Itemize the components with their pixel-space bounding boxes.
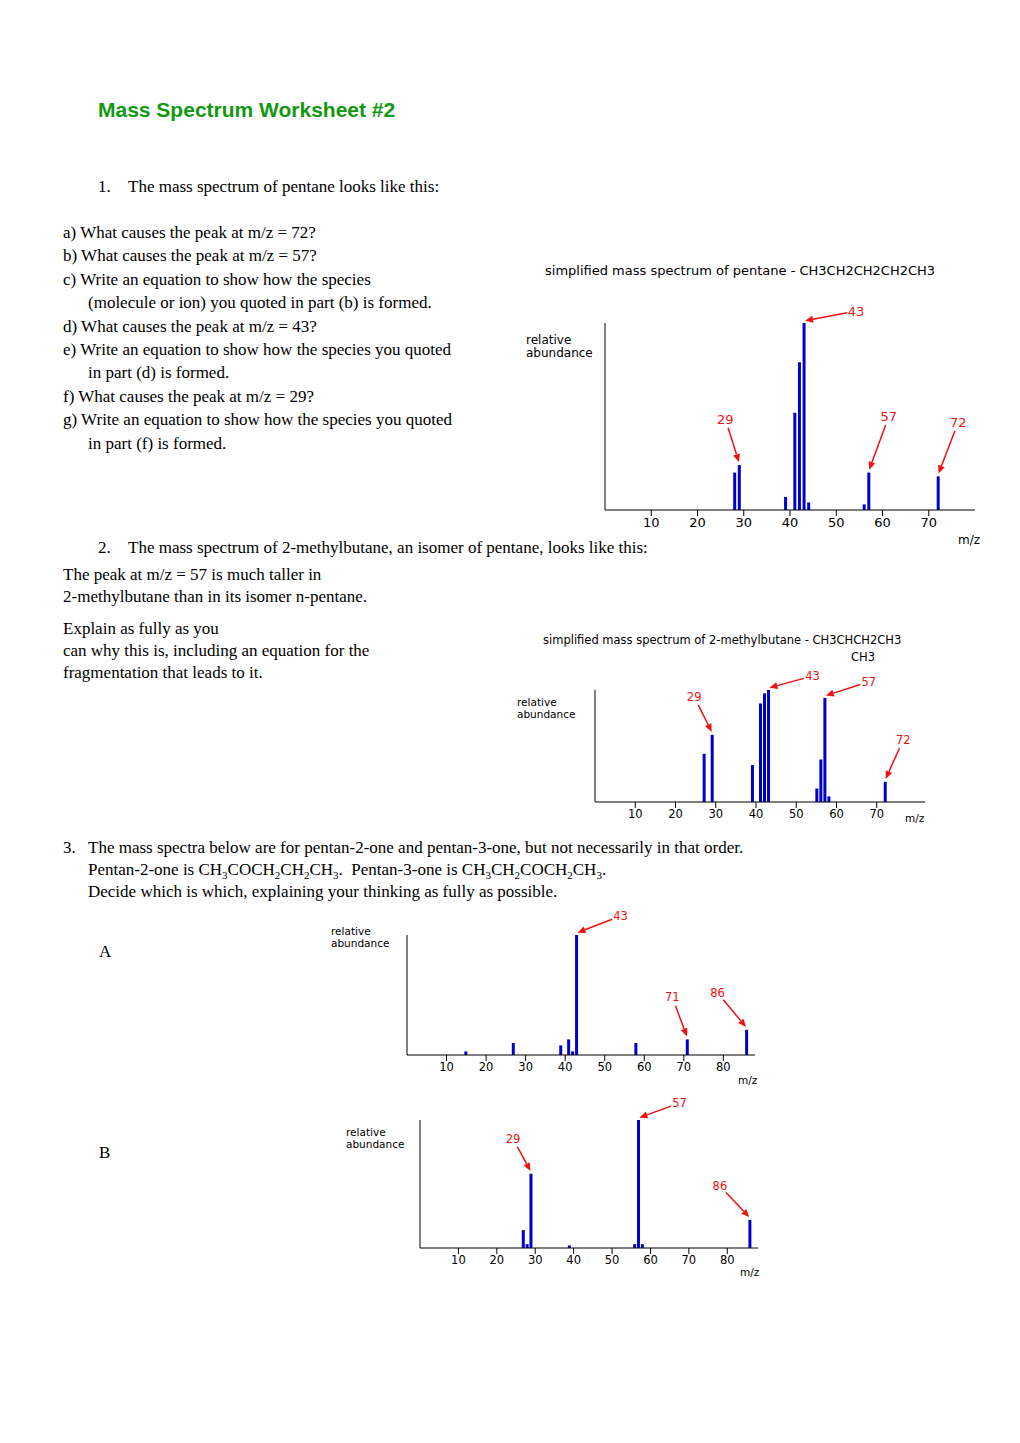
svg-text:10: 10 xyxy=(628,807,643,821)
html-text:The mass spectrum of 2-methylb: The mass spectrum of 2-methylbutane, an … xyxy=(128,538,648,557)
html-text:b) What causes the peak at m/z: b) What causes the peak at m/z = 57? xyxy=(63,246,317,266)
html-text:2-methylbutane than in its iso: 2-methylbutane than in its isomer n-pent… xyxy=(63,587,367,606)
html-text:relative abundance: relative abundance xyxy=(331,925,390,949)
svg-text:72: 72 xyxy=(950,415,967,430)
html-text:The mass spectrum of pentane l: The mass spectrum of pentane looks like … xyxy=(128,177,440,196)
html-text:m/z: m/z xyxy=(905,812,925,824)
svg-text:29: 29 xyxy=(687,690,702,704)
svg-text:40: 40 xyxy=(558,1060,573,1074)
svg-text:29: 29 xyxy=(506,1132,521,1146)
html-text:simplified mass spectrum of 2-: simplified mass spectrum of 2-methylbuta… xyxy=(543,633,902,647)
html-text:relative abundance: relative abundance xyxy=(346,1126,405,1150)
html-text:in part (f) is formed.: in part (f) is formed. xyxy=(88,433,227,453)
svg-text:50: 50 xyxy=(789,807,804,821)
html-text:A: A xyxy=(99,942,112,961)
html-text:f) What causes the peak at m/z: f) What causes the peak at m/z = 29? xyxy=(63,386,314,406)
html-text:The mass spectra below are for: The mass spectra below are for pentan-2-… xyxy=(88,838,744,857)
svg-text:30: 30 xyxy=(708,807,723,821)
html-text:fragmentation that leads to it: fragmentation that leads to it. xyxy=(63,663,263,682)
html-text:relative abundance: relative abundance xyxy=(517,696,576,720)
html-text:a) What causes the peak at m/z: a) What causes the peak at m/z = 72? xyxy=(63,223,316,242)
svg-text:86: 86 xyxy=(710,986,725,1000)
html-text:Explain as fully as you: Explain as fully as you xyxy=(63,619,219,638)
html-text:2.: 2. xyxy=(98,538,111,557)
html-text:can why this is, including an: can why this is, including an equation f… xyxy=(63,641,370,660)
html-text:d) What causes the peak at m/z: d) What causes the peak at m/z = 43? xyxy=(63,316,317,336)
svg-text:50: 50 xyxy=(605,1253,620,1267)
svg-text:50: 50 xyxy=(828,515,845,530)
html-text:3.: 3. xyxy=(63,838,76,857)
html-text:1.: 1. xyxy=(98,177,111,196)
svg-text:20: 20 xyxy=(489,1253,504,1267)
svg-text:50: 50 xyxy=(597,1060,612,1074)
svg-text:40: 40 xyxy=(566,1253,581,1267)
svg-text:80: 80 xyxy=(716,1060,731,1074)
html-text:(molecule or ion) you quoted i: (molecule or ion) you quoted in part (b)… xyxy=(88,293,432,313)
html-text:relative abundance: relative abundance xyxy=(526,333,593,361)
html-text:Decide which is which, explain: Decide which is which, explaining your t… xyxy=(88,882,558,901)
svg-text:57: 57 xyxy=(862,675,877,689)
html-text:B: B xyxy=(99,1143,111,1162)
svg-text:40: 40 xyxy=(749,807,764,821)
html-text:m/z: m/z xyxy=(738,1074,758,1086)
svg-text:71: 71 xyxy=(665,990,680,1004)
svg-text:40: 40 xyxy=(782,515,799,530)
svg-text:72: 72 xyxy=(896,733,911,747)
html-text:m/z: m/z xyxy=(958,533,980,547)
svg-text:30: 30 xyxy=(518,1060,533,1074)
html-text:The peak at m/z = 57 is much t: The peak at m/z = 57 is much taller in xyxy=(63,565,322,584)
svg-text:10: 10 xyxy=(451,1253,466,1267)
svg-text:70: 70 xyxy=(676,1060,691,1074)
svg-text:20: 20 xyxy=(668,807,683,821)
svg-text:57: 57 xyxy=(672,1096,687,1110)
svg-text:60: 60 xyxy=(637,1060,652,1074)
svg-text:43: 43 xyxy=(848,304,865,319)
svg-text:70: 70 xyxy=(920,515,937,530)
html-text:simplified mass spectrum of pe: simplified mass spectrum of pentane - CH… xyxy=(545,263,936,278)
svg-text:60: 60 xyxy=(829,807,844,821)
html-text:Pentan-2-one is CH3COCH2CH2CH3: Pentan-2-one is CH3COCH2CH2CH3. Pentan-3… xyxy=(88,860,607,882)
svg-text:10: 10 xyxy=(439,1060,454,1074)
svg-text:60: 60 xyxy=(874,515,891,530)
svg-text:29: 29 xyxy=(717,412,734,427)
html-text:e) Write an equation to show h: e) Write an equation to show how the spe… xyxy=(63,340,451,359)
svg-text:30: 30 xyxy=(528,1253,543,1267)
html-text:CH3: CH3 xyxy=(851,650,875,664)
svg-text:30: 30 xyxy=(735,515,752,530)
svg-text:70: 70 xyxy=(869,807,884,821)
svg-text:70: 70 xyxy=(682,1253,697,1267)
svg-text:57: 57 xyxy=(881,409,898,424)
svg-text:43: 43 xyxy=(613,909,628,923)
html-text:in part (d) is formed.: in part (d) is formed. xyxy=(88,363,230,383)
svg-text:10: 10 xyxy=(643,515,660,530)
svg-text:60: 60 xyxy=(643,1253,658,1267)
html-text:c) Write an equation to show h: c) Write an equation to show how the spe… xyxy=(63,269,371,289)
html-text:m/z: m/z xyxy=(740,1266,760,1278)
html-text:Mass Spectrum Worksheet #2: Mass Spectrum Worksheet #2 xyxy=(98,98,396,121)
svg-text:80: 80 xyxy=(720,1253,735,1267)
svg-text:86: 86 xyxy=(713,1179,728,1193)
html-text:g) Write an equation to show h: g) Write an equation to show how the spe… xyxy=(63,410,452,430)
svg-text:20: 20 xyxy=(689,515,706,530)
svg-text:43: 43 xyxy=(805,669,820,683)
svg-text:20: 20 xyxy=(479,1060,494,1074)
